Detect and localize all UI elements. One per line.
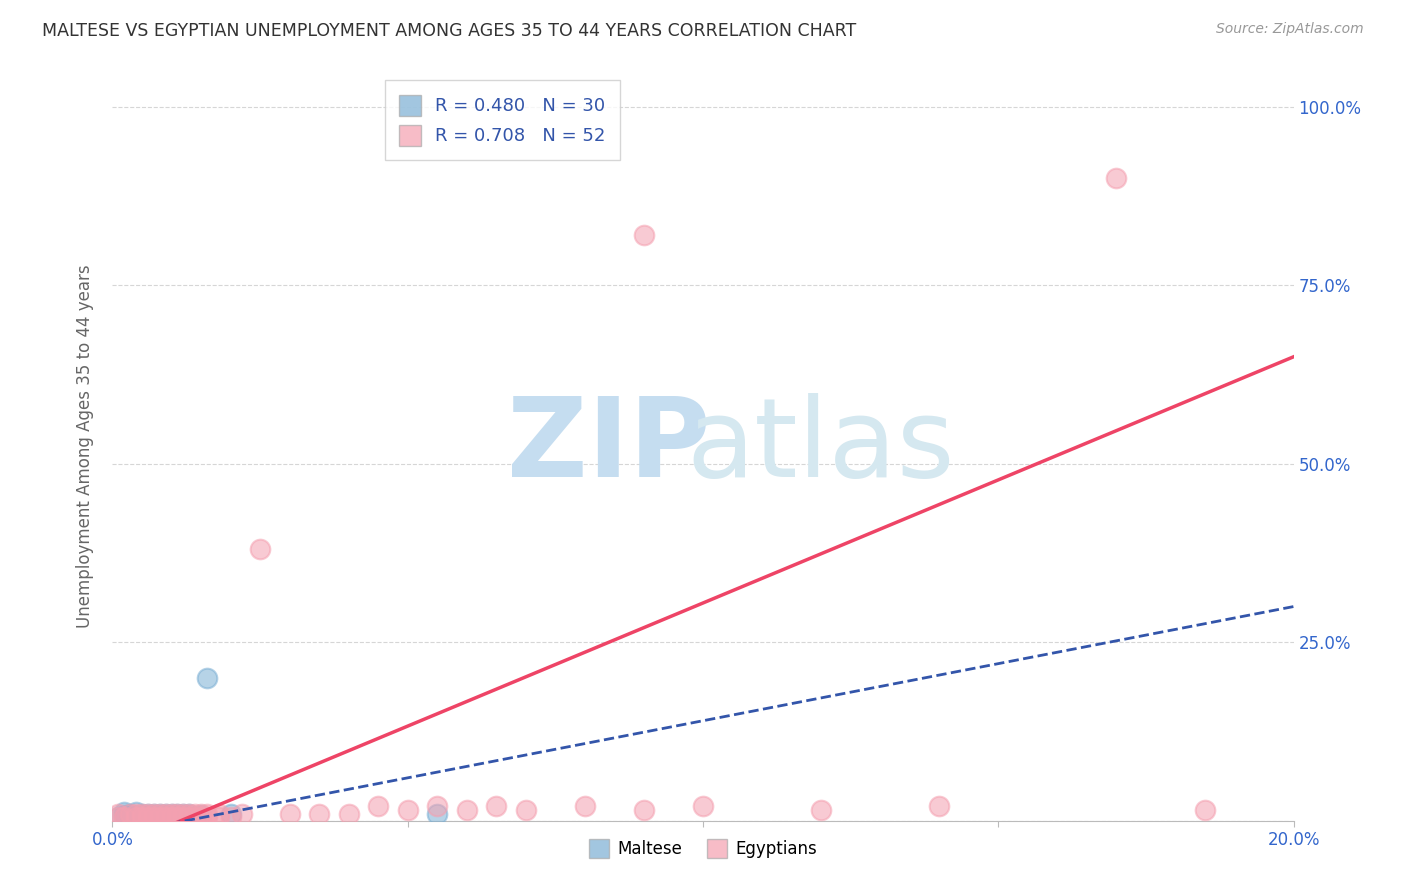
Point [136,810,159,824]
Point [125,806,148,821]
Point [184,810,207,824]
Point [195,671,218,685]
Point [160,806,183,821]
Point [396,803,419,817]
Point [160,810,183,824]
Point [249,542,271,557]
Point [574,799,596,814]
Point [160,810,183,824]
Point [149,810,172,824]
Point [112,810,135,824]
Text: ZIP: ZIP [506,392,710,500]
Point [142,810,165,824]
Point [131,806,153,821]
Point [810,803,832,817]
Point [107,810,129,824]
Point [485,799,508,814]
Point [142,806,165,821]
Point [195,810,218,824]
Point [208,810,231,824]
Point [692,799,714,814]
Text: atlas: atlas [688,392,955,500]
Text: MALTESE VS EGYPTIAN UNEMPLOYMENT AMONG AGES 35 TO 44 YEARS CORRELATION CHART: MALTESE VS EGYPTIAN UNEMPLOYMENT AMONG A… [42,22,856,40]
Point [125,810,148,824]
Point [172,810,194,824]
Point [190,808,212,822]
Legend: Maltese, Egyptians: Maltese, Egyptians [582,832,824,864]
Point [337,806,360,821]
Point [136,806,159,821]
Point [928,799,950,814]
Point [125,805,148,819]
Point [155,810,177,824]
Point [120,806,142,821]
Point [184,810,207,824]
Point [633,228,655,243]
Point [136,806,159,821]
Point [426,799,449,814]
Point [172,806,194,821]
Point [166,810,188,824]
Point [155,806,177,821]
Point [172,810,194,824]
Point [190,806,212,821]
Point [136,810,159,824]
Text: Source: ZipAtlas.com: Source: ZipAtlas.com [1216,22,1364,37]
Point [120,806,142,821]
Point [1105,171,1128,186]
Point [155,806,177,821]
Point [107,806,129,821]
Point [172,806,194,821]
Point [166,806,188,821]
Point [456,803,478,817]
Point [131,810,153,824]
Point [149,806,172,821]
Point [208,806,231,821]
Point [166,810,188,824]
Point [155,810,177,824]
Point [1194,803,1216,817]
Y-axis label: Unemployment Among Ages 35 to 44 years: Unemployment Among Ages 35 to 44 years [76,264,94,628]
Point [219,810,242,824]
Point [142,810,165,824]
Point [131,810,153,824]
Point [179,806,201,821]
Point [142,806,165,821]
Point [166,806,188,821]
Point [190,810,212,824]
Point [112,808,135,822]
Point [308,806,330,821]
Point [278,806,301,821]
Point [426,806,449,821]
Point [125,810,148,824]
Point [231,806,253,821]
Point [107,810,129,824]
Point [179,810,201,824]
Point [367,799,389,814]
Point [633,803,655,817]
Point [179,810,201,824]
Point [219,806,242,821]
Point [149,810,172,824]
Point [131,806,153,821]
Point [179,806,201,821]
Point [160,806,183,821]
Point [149,806,172,821]
Point [120,809,142,823]
Point [515,803,537,817]
Point [184,806,207,821]
Point [112,805,135,819]
Point [195,806,218,821]
